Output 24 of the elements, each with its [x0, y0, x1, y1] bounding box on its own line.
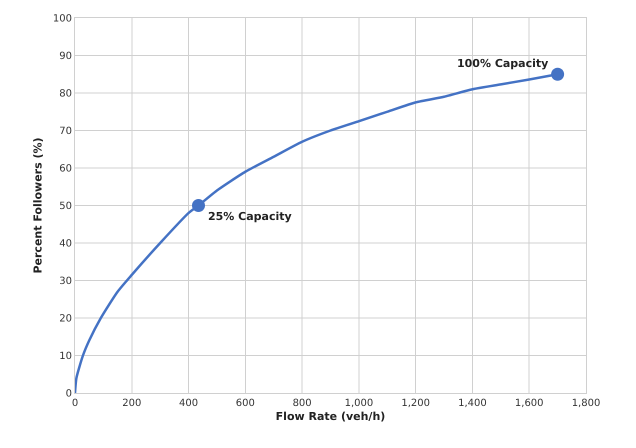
- y-tick-label: 60: [59, 164, 72, 174]
- x-tick-label: 800: [292, 398, 312, 409]
- y-tick-label: 40: [59, 238, 72, 250]
- annotation: 100% Capacity: [457, 57, 548, 70]
- x-tick-label: 1,800: [572, 398, 600, 409]
- y-tick-label: 80: [59, 88, 72, 100]
- x-tick-label: 1,400: [458, 398, 487, 409]
- x-tick-label: 1,000: [344, 398, 374, 409]
- x-tick-label: 600: [236, 398, 255, 409]
- y-axis-title: Percent Followers (%): [32, 137, 45, 274]
- y-tick-label: 100: [52, 14, 72, 24]
- x-tick-label: 1,600: [514, 398, 544, 409]
- y-tick-label: 0: [66, 388, 72, 400]
- y-tick-label: 70: [59, 126, 72, 137]
- x-axis-title: Flow Rate (veh/h): [276, 410, 386, 424]
- y-tick-label: 50: [59, 201, 72, 212]
- y-tick-label: 30: [59, 276, 72, 287]
- x-tick-label: 1,200: [401, 398, 430, 409]
- annotation: 25% Capacity: [208, 210, 292, 223]
- x-tick-label: 400: [179, 398, 198, 409]
- y-tick-label: 20: [59, 314, 72, 324]
- y-tick-label: 90: [59, 51, 72, 62]
- y-tick-label: 10: [59, 351, 72, 362]
- x-tick-label: 200: [122, 398, 142, 409]
